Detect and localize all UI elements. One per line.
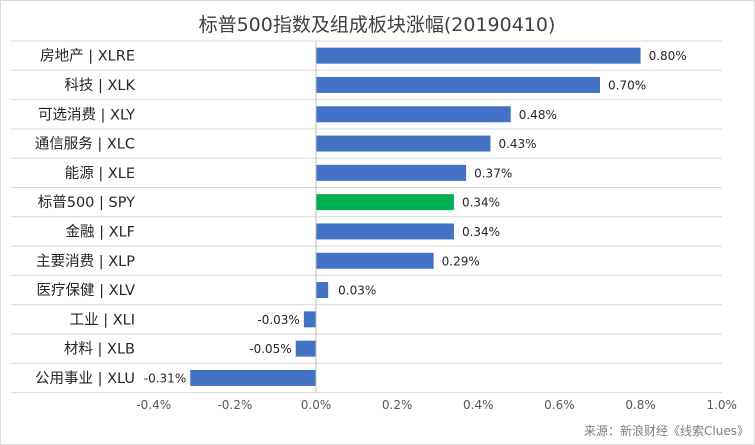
data-label: -0.31% [144,371,186,385]
bar [316,282,329,299]
data-label: 0.34% [462,196,500,210]
category-label: 可选消费 | XLY [38,106,135,123]
data-labels: 0.80% 0.70% 0.48% 0.43% 0.37% 0.34% 0.34% 0.29%… [144,49,687,385]
data-label: 0.48% [519,108,557,122]
x-tick-label: 0.8% [625,398,656,412]
category-label: 房地产 | XLRE [40,48,135,65]
x-tick-label: -0.2% [217,398,252,412]
bar [190,369,316,386]
x-tick-label: 0.0% [301,398,332,412]
category-label: 金融 | XLF [66,223,135,240]
category-label: 通信服务 | XLC [35,136,135,153]
bar [316,76,600,93]
x-tick-label: 0.2% [382,398,413,412]
grid-lines [11,40,722,394]
category-labels: 房地产 | XLRE 科技 | XLK 可选消费 | XLY 通信服务 | XLC 能源… [35,48,136,387]
chart-title: 标普500指数及组成板块涨幅(20190410) [199,14,556,36]
bar [303,311,316,328]
x-tick-label: -0.4% [136,398,171,412]
x-tick-label: 0.6% [544,398,575,412]
data-label: -0.05% [249,342,291,356]
x-axis-ticks: -0.4% -0.2% 0.0% 0.2% 0.4% 0.6% 0.8% 1.0% [136,398,737,412]
category-label: 科技 | XLK [64,77,135,94]
category-label: 工业 | XLI [70,311,135,328]
bar [316,164,467,181]
category-label: 医疗保健 | XLV [37,282,136,299]
category-label: 标普500 | SPY [38,194,135,211]
data-label: 0.29% [442,254,480,268]
data-label: 0.70% [608,78,646,92]
category-label: 材料 | XLB [64,341,135,358]
data-label: -0.03% [257,313,299,327]
data-label: 0.80% [649,49,687,63]
bar [316,194,454,211]
category-label: 公用事业 | XLU [35,370,135,387]
bar [316,252,434,269]
source-note: 来源：新浪财经《线索Clues》 [584,423,749,438]
bar [316,223,454,240]
bar [316,47,641,64]
data-label: 0.37% [474,166,512,180]
x-tick-label: 0.4% [463,398,494,412]
data-label: 0.43% [498,137,536,151]
category-label: 主要消费 | XLP [36,253,135,270]
bars [190,47,641,386]
data-label: 0.03% [338,284,376,298]
bar [316,135,491,152]
category-label: 能源 | XLE [65,165,135,182]
bar [316,106,511,123]
x-tick-label: 1.0% [706,398,737,412]
bar [295,340,316,357]
data-label: 0.34% [462,225,500,239]
